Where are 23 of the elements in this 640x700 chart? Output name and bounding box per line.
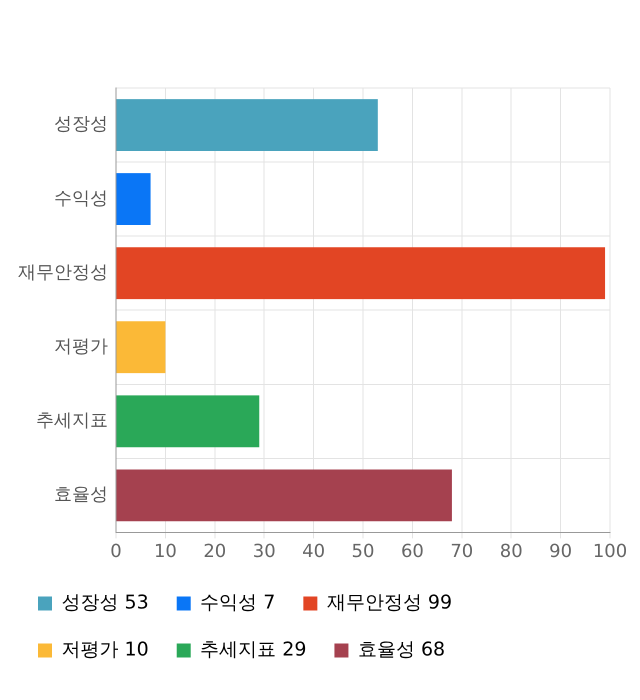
legend-label: 재무안정성 99 xyxy=(326,591,452,614)
legend-label: 수익성 7 xyxy=(200,591,276,614)
x-tick-label: 80 xyxy=(500,540,523,562)
x-tick-label: 20 xyxy=(203,540,226,562)
x-tick-label: 40 xyxy=(302,540,326,562)
x-tick-label: 10 xyxy=(154,540,177,562)
y-tick-label: 효율성 xyxy=(54,484,108,506)
legend-label: 추세지표 29 xyxy=(200,638,306,660)
x-tick-label: 90 xyxy=(549,540,572,562)
x-tick-label: 100 xyxy=(592,540,628,562)
x-tick-label: 50 xyxy=(352,540,374,562)
y-tick-label: 수익성 xyxy=(54,188,108,209)
x-tick-label: 70 xyxy=(450,540,474,562)
y-tick-label: 추세지표 xyxy=(36,410,108,431)
y-tick-label: 저평가 xyxy=(54,336,108,357)
legend-label: 성장성 53 xyxy=(62,591,149,614)
legend-label: 효율성 68 xyxy=(358,638,446,660)
x-tick-label: 30 xyxy=(252,540,276,562)
x-tick-label: 60 xyxy=(400,540,424,562)
legend-label: 저평가 10 xyxy=(62,638,149,660)
x-tick-label: 0 xyxy=(110,540,122,562)
y-tick-label: 재무안정성 xyxy=(18,262,108,283)
y-tick-label: 성장성 xyxy=(54,114,108,135)
